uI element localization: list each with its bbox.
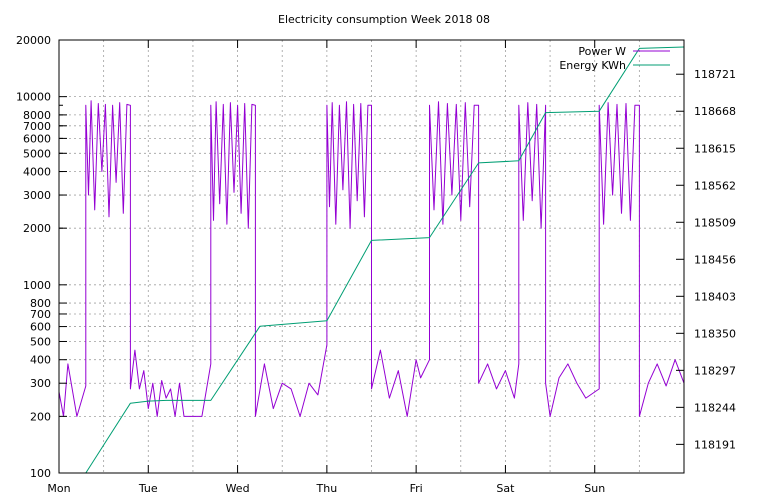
tick-label-x: Sat [496, 482, 515, 495]
tick-label-y-right: 118350 [694, 327, 736, 340]
tick-label-x: Tue [138, 482, 158, 495]
tick-label-y-left: 2000 [23, 222, 51, 235]
tick-label-y-right: 118456 [694, 253, 736, 266]
tick-label-y-right: 118297 [694, 364, 736, 377]
tick-label-y-left: 4000 [23, 166, 51, 179]
tick-label-y-left: 400 [30, 354, 51, 367]
chart-title: Electricity consumption Week 2018 08 [278, 13, 490, 26]
tick-label-y-right: 118668 [694, 105, 736, 118]
tick-label-y-left: 1000 [23, 279, 51, 292]
tick-label-y-left: 6000 [23, 132, 51, 145]
tick-label-y-right: 118721 [694, 68, 736, 81]
tick-label-x: Fri [410, 482, 423, 495]
tick-label-y-left: 800 [30, 297, 51, 310]
tick-label-y-left: 7000 [23, 120, 51, 133]
tick-label-y-left: 5000 [23, 147, 51, 160]
tick-label-y-right: 118615 [694, 142, 736, 155]
plot-border [58, 39, 685, 474]
tick-label-x: Thu [316, 482, 338, 495]
tick-label-y-left: 3000 [23, 189, 51, 202]
series-line-1 [59, 46, 685, 474]
tick-label-y-left: 100 [30, 467, 51, 480]
legend-label: Power W [578, 45, 626, 58]
tick-label-y-right: 118191 [694, 438, 736, 451]
tick-label-y-right: 118403 [694, 290, 736, 303]
series-line-0 [58, 100, 685, 417]
tick-label-x: Sun [584, 482, 605, 495]
tick-label-y-left: 500 [30, 335, 51, 348]
tick-label-y-left: 300 [30, 377, 51, 390]
legend-label: Energy KWh [559, 59, 626, 72]
tick-label-y-left: 20000 [16, 34, 51, 47]
tick-label-y-left: 200 [30, 410, 51, 423]
tick-label-y-left: 700 [30, 308, 51, 321]
tick-label-y-right: 118562 [694, 179, 736, 192]
tick-label-x: Mon [47, 482, 70, 495]
tick-label-y-left: 10000 [16, 91, 51, 104]
tick-label-y-right: 118244 [694, 401, 736, 414]
tick-label-y-right: 118509 [694, 216, 736, 229]
tick-label-x: Wed [226, 482, 250, 495]
tick-label-y-left: 8000 [23, 109, 51, 122]
plot-area [58, 46, 685, 474]
tick-label-y-left: 600 [30, 321, 51, 334]
